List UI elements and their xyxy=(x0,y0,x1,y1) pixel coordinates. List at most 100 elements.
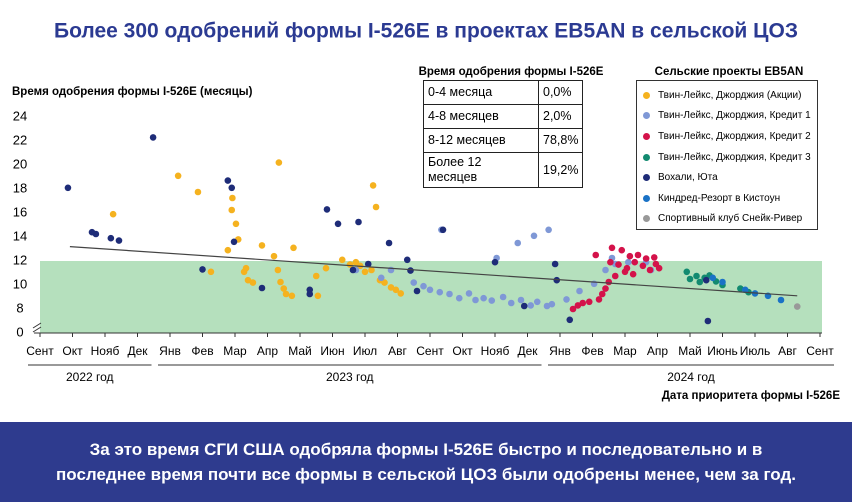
point xyxy=(517,296,525,304)
table-cell: 19,2% xyxy=(537,152,584,188)
point xyxy=(611,272,619,280)
point xyxy=(410,279,418,286)
legend-swatch xyxy=(643,215,650,223)
point xyxy=(491,258,499,266)
point xyxy=(290,244,297,252)
y-tick-label: 14 xyxy=(13,228,27,243)
point xyxy=(741,286,749,294)
footer-line: За это время СГИ США одобряла формы I-52… xyxy=(89,440,763,459)
x-tick-label: Июн xyxy=(320,344,344,358)
point xyxy=(551,260,559,268)
point xyxy=(527,302,535,309)
point xyxy=(338,256,346,264)
point xyxy=(520,302,528,310)
legend-swatch xyxy=(643,174,650,182)
x-tick-label: Сент xyxy=(416,344,444,358)
point xyxy=(569,305,577,313)
point xyxy=(598,290,606,298)
point xyxy=(650,254,658,261)
chart: Более 300 одобрений формы I-526E в проек… xyxy=(12,20,840,402)
point xyxy=(426,286,434,294)
x-tick-label: Май xyxy=(678,344,702,358)
point xyxy=(793,303,801,310)
point xyxy=(655,264,663,272)
table-row: Более 12 месяцев 19,2% xyxy=(423,152,584,188)
point xyxy=(368,266,375,274)
point xyxy=(420,282,427,290)
x-tick-label: Сент xyxy=(26,344,54,358)
table-cell: 78,8% xyxy=(537,128,584,153)
footer-banner: За это время СГИ США одобряла формы I-52… xyxy=(0,422,852,502)
point xyxy=(258,284,266,292)
y-tick-label: 18 xyxy=(13,180,27,195)
axis-break xyxy=(32,322,42,333)
legend-swatch xyxy=(643,91,650,99)
point xyxy=(579,299,587,307)
legend-swatch xyxy=(643,153,650,161)
point xyxy=(702,276,710,284)
point xyxy=(403,256,411,264)
point xyxy=(194,188,202,196)
year-label: 2024 год xyxy=(667,370,715,384)
x-tick-label: Нояб xyxy=(481,344,510,358)
point xyxy=(306,290,314,298)
point xyxy=(480,294,487,302)
x-tick-label: Авг xyxy=(388,344,407,358)
x-tick-label: Фев xyxy=(581,344,603,358)
point xyxy=(574,302,582,309)
legend: Твин-Лейкс, Джорджия (Акции) Твин-Лейкс, … xyxy=(636,80,818,230)
x-tick-label: Июнь xyxy=(707,344,738,358)
point xyxy=(631,258,639,266)
legend-swatch xyxy=(643,112,650,120)
legend-item: Твин-Лейкс, Джорджия, Кредит 1 xyxy=(637,106,817,127)
point xyxy=(109,210,117,218)
table-cell: Более 12 месяцев xyxy=(423,152,539,188)
footer-line: последнее время почти все формы в сельск… xyxy=(56,465,796,484)
point xyxy=(566,316,574,324)
point xyxy=(629,270,637,278)
trendline xyxy=(69,246,798,297)
point xyxy=(634,251,642,259)
point xyxy=(514,239,522,247)
point xyxy=(576,287,583,295)
legend-item: Киндред-Резорт в Кистоун xyxy=(637,188,817,209)
point xyxy=(282,290,290,298)
legend-label: Спортивный клуб Снейк-Ривер xyxy=(658,213,803,225)
point xyxy=(230,238,238,246)
y-tick-label: 24 xyxy=(13,108,27,123)
point xyxy=(592,251,600,259)
point xyxy=(553,276,561,284)
legend-swatch xyxy=(643,132,650,140)
point xyxy=(446,290,453,298)
point xyxy=(623,264,631,272)
point xyxy=(709,274,717,282)
point xyxy=(507,299,515,307)
legend-label: Твин-Лейкс, Джорджия, Кредит 1 xyxy=(658,110,811,122)
x-tick-label: Дек xyxy=(127,344,148,358)
point xyxy=(642,255,650,262)
x-tick-label: Апр xyxy=(257,344,279,358)
point xyxy=(585,298,593,306)
table-row: 8-12 месяцев 78,8% xyxy=(423,128,584,153)
legend-swatch xyxy=(643,194,650,202)
point xyxy=(618,246,626,254)
x-tick-label: Фев xyxy=(191,344,213,358)
point xyxy=(229,194,236,202)
x-tick-label: Апр xyxy=(647,344,669,358)
year-label: 2023 год xyxy=(326,370,374,384)
table-cell: 4-8 месяцев xyxy=(423,104,539,129)
point xyxy=(499,293,507,301)
x-tick-label: Сент xyxy=(806,344,834,358)
x-tick-label: Окт xyxy=(62,344,83,358)
x-tick-label: Мар xyxy=(223,344,247,358)
point xyxy=(288,292,296,300)
point xyxy=(377,274,385,282)
approval-table: 0-4 месяца 0,0% 4-8 месяцев 2,0% 8-12 месяце… xyxy=(423,80,584,188)
point xyxy=(626,252,634,260)
point xyxy=(455,294,463,302)
y-tick-label: 10 xyxy=(13,276,27,291)
point xyxy=(686,275,694,283)
point xyxy=(385,239,393,247)
table-cell: 2,0% xyxy=(537,104,584,129)
point xyxy=(228,206,236,214)
